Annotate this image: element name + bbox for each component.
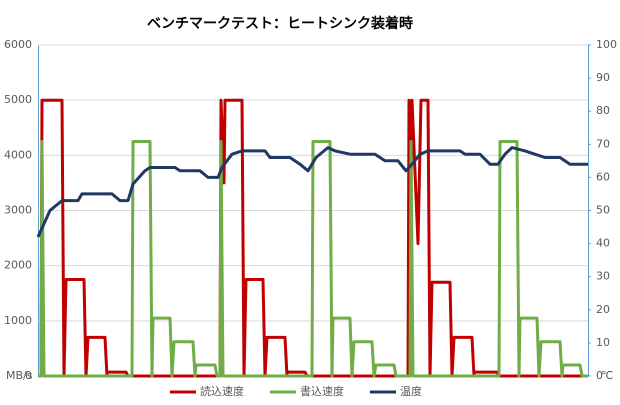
y2-axis-unit: ℃ <box>601 369 613 382</box>
y2-tick-label: 40 <box>596 237 610 250</box>
y2-tick-label: 30 <box>596 270 610 283</box>
y-tick-label: 2000 <box>4 259 32 272</box>
y-tick-label: 5000 <box>4 93 32 106</box>
y2-tick-label: 70 <box>596 137 610 150</box>
series-line <box>38 140 588 378</box>
y-tick-label: 0 <box>25 369 32 382</box>
y2-tick-label: 60 <box>596 170 610 183</box>
y-axis-unit: MB/s <box>6 369 33 382</box>
y2-tick-label: 10 <box>596 336 610 349</box>
y2-tick-label: 0 <box>596 369 603 382</box>
series-line <box>38 98 588 378</box>
y2-tick-label: 80 <box>596 104 610 117</box>
y2-tick-label: 20 <box>596 303 610 316</box>
chart-title: ベンチマークテスト：ヒートシンク装着時 <box>147 15 413 32</box>
y-tick-label: 3000 <box>4 204 32 217</box>
y-tick-label: 6000 <box>4 38 32 51</box>
legend-label: 読込速度 <box>200 384 244 398</box>
legend-label: 温度 <box>400 384 422 398</box>
y2-tick-label: 90 <box>596 71 610 84</box>
y2-tick-label: 50 <box>596 204 610 217</box>
y-tick-label: 4000 <box>4 148 32 161</box>
y-tick-label: 1000 <box>4 314 32 327</box>
series-line <box>36 146 588 238</box>
legend-label: 書込速度 <box>300 384 344 398</box>
y2-tick-label: 100 <box>596 38 617 51</box>
